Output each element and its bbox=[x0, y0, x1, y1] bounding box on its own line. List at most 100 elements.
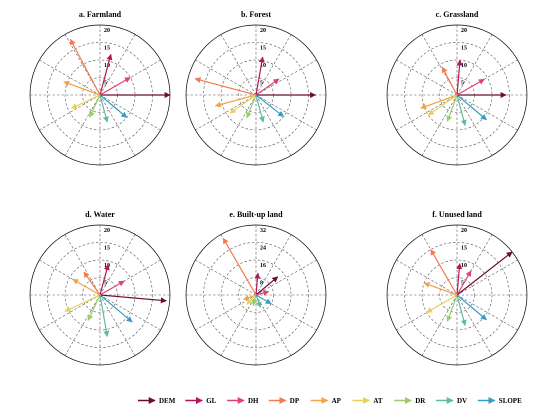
panel-title: b. Forest bbox=[241, 10, 271, 19]
polar-panel: a. Farmland 5 10 15 20 bbox=[29, 10, 171, 166]
tick-label: 20 bbox=[461, 28, 467, 34]
legend-label: DV bbox=[457, 397, 467, 405]
tick-label: 10 bbox=[104, 63, 110, 69]
vector-at bbox=[229, 94, 257, 114]
tick-label: 20 bbox=[461, 228, 467, 234]
vector-slope bbox=[255, 294, 272, 305]
tick-label: 20 bbox=[104, 28, 110, 34]
vector-dem bbox=[456, 251, 513, 296]
vector-ap bbox=[72, 278, 101, 296]
vector-ap bbox=[420, 94, 458, 110]
legend-item-dp: DP bbox=[268, 397, 300, 405]
tick-label: 5 bbox=[260, 81, 263, 87]
vector-dh bbox=[99, 280, 125, 296]
vector-at bbox=[70, 94, 101, 109]
grid-ring bbox=[404, 242, 510, 348]
vector-slope bbox=[99, 294, 133, 323]
grid-ring bbox=[203, 242, 309, 348]
legend-label: AP bbox=[332, 397, 342, 405]
vector-at bbox=[426, 294, 458, 314]
polar-panel: f. Unused land 5 10 15 20 bbox=[386, 210, 528, 366]
grid-spoke bbox=[39, 294, 101, 331]
tick-label: 8 bbox=[260, 281, 263, 287]
tick-label: 5 bbox=[461, 81, 464, 87]
tick-label: 24 bbox=[260, 246, 266, 252]
vector-gl bbox=[255, 56, 265, 96]
grid-ring bbox=[439, 277, 475, 313]
legend-label: AT bbox=[373, 397, 383, 405]
grid-ring bbox=[47, 242, 153, 348]
legend-item-dr: DR bbox=[394, 397, 426, 405]
vector-ap bbox=[63, 80, 101, 96]
legend-item-dv: DV bbox=[436, 397, 467, 405]
vector-slope bbox=[456, 94, 487, 121]
vector-ap bbox=[214, 94, 257, 108]
vector-dv bbox=[255, 294, 262, 308]
vector-slope bbox=[255, 94, 285, 118]
vector-dv bbox=[456, 94, 467, 127]
tick-label: 5 bbox=[461, 281, 464, 287]
polar-panel: e. Built-up land 8 16 24 32 bbox=[185, 210, 327, 366]
vector-dp bbox=[83, 271, 101, 296]
vector-dh bbox=[456, 78, 485, 96]
tick-label: 10 bbox=[260, 63, 266, 69]
panel-title: d. Water bbox=[85, 210, 115, 219]
tick-label: 15 bbox=[104, 46, 110, 52]
vector-gl bbox=[456, 263, 463, 296]
vector-slope bbox=[99, 94, 128, 118]
vector-dh bbox=[456, 270, 472, 296]
vector-gl bbox=[99, 53, 113, 96]
tick-label: 32 bbox=[260, 228, 266, 234]
panel-title: e. Built-up land bbox=[229, 210, 283, 219]
tick-label: 10 bbox=[461, 63, 467, 69]
legend-item-gl: GL bbox=[185, 397, 217, 405]
vector-dv bbox=[99, 94, 109, 123]
tick-label: 16 bbox=[260, 263, 266, 269]
legend-item-at: AT bbox=[352, 397, 383, 405]
tick-label: 10 bbox=[461, 263, 467, 269]
vector-dp bbox=[194, 77, 257, 96]
legend-label: SLOPE bbox=[499, 397, 522, 405]
grid-ring bbox=[404, 42, 510, 148]
tick-label: 20 bbox=[104, 228, 110, 234]
vector-dp bbox=[441, 66, 458, 96]
vector-dp bbox=[222, 237, 257, 296]
vector-at bbox=[246, 294, 257, 305]
vector-dh bbox=[255, 78, 280, 96]
vector-dr bbox=[446, 94, 458, 122]
tick-label: 15 bbox=[461, 46, 467, 52]
vector-dr bbox=[89, 94, 101, 118]
vector-dp bbox=[69, 38, 101, 96]
legend-item-dem: DEM bbox=[138, 397, 176, 405]
grid-ring bbox=[82, 277, 118, 313]
grid-spoke bbox=[39, 94, 101, 131]
vector-dr bbox=[446, 294, 458, 322]
legend-label: DR bbox=[415, 397, 426, 405]
legend-label: DEM bbox=[159, 397, 176, 405]
vector-gl bbox=[99, 263, 110, 296]
vector-at bbox=[427, 94, 458, 116]
vector-dp bbox=[430, 249, 458, 296]
vector-gl bbox=[254, 272, 261, 296]
vector-dh bbox=[255, 290, 270, 296]
vector-gl bbox=[456, 59, 463, 96]
vector-dv bbox=[255, 94, 265, 123]
legend-label: DP bbox=[290, 397, 300, 405]
grid-ring bbox=[64, 259, 136, 331]
legend-label: DH bbox=[248, 397, 259, 405]
vector-dem bbox=[255, 276, 279, 296]
vector-at bbox=[64, 294, 101, 312]
polar-panel: b. Forest 5 10 15 20 bbox=[185, 10, 327, 166]
panel-title: a. Farmland bbox=[79, 10, 122, 19]
grid-ring bbox=[421, 259, 493, 331]
legend-item-dh: DH bbox=[227, 397, 259, 405]
tick-label: 20 bbox=[260, 28, 266, 34]
legend: DEM GL DH DP AP AT DR DV SLOPE bbox=[138, 397, 522, 405]
vector-dr bbox=[87, 294, 101, 321]
tick-label: 5 bbox=[104, 281, 107, 287]
vector-dh bbox=[99, 76, 131, 96]
tick-label: 15 bbox=[461, 246, 467, 252]
vector-dv bbox=[99, 294, 110, 337]
